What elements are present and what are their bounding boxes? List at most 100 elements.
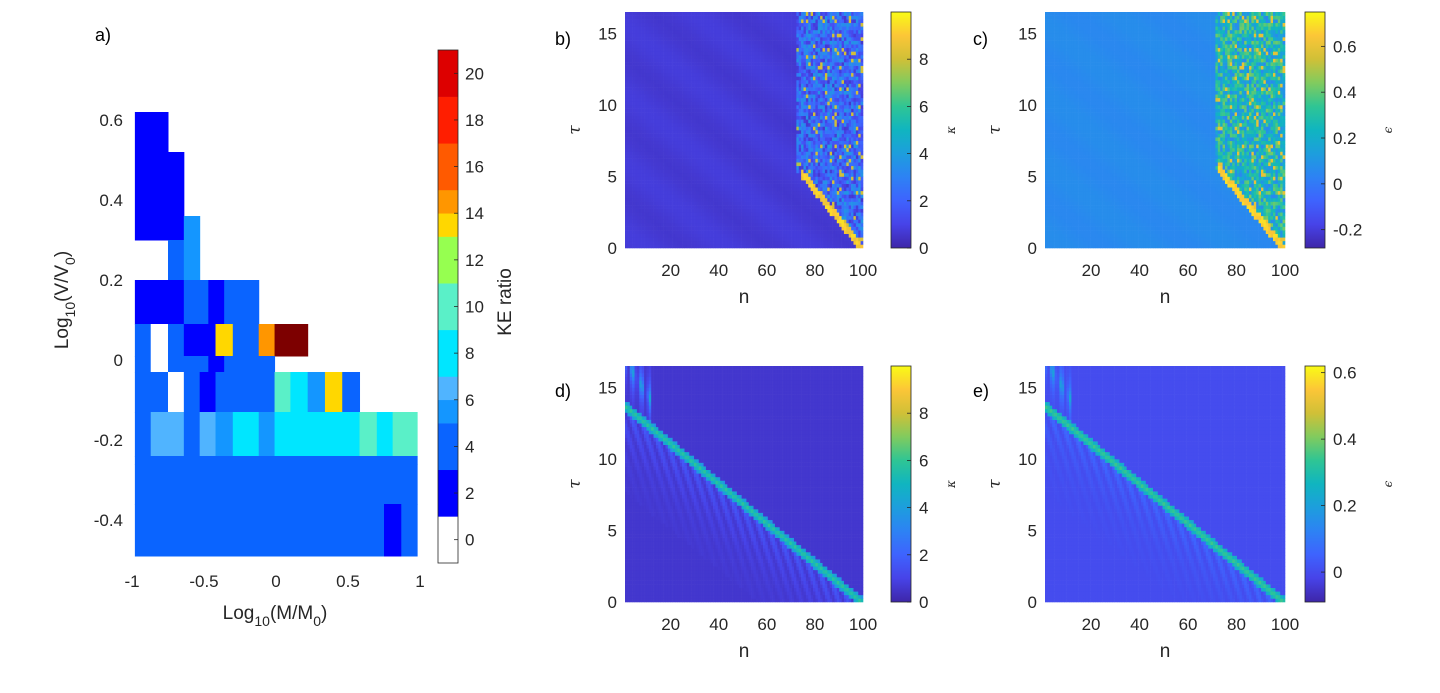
panel-b-cell [774,165,778,170]
panel-b-cell [679,97,683,102]
panel-b-cell [627,215,631,220]
heatmap-cell-51 [384,504,402,557]
panel-b-cell [710,180,714,184]
panel-b-cell [796,169,800,174]
panel-b-cell [670,115,673,120]
panel-b-cell [822,112,826,116]
panel-b-cell [770,137,773,142]
panel-b-cell [779,187,783,192]
heatmap-cell-12 [215,324,234,357]
panel-b-cell [832,162,835,167]
panel-b-cell [796,147,800,152]
panel-b-cell [696,155,700,159]
panel-b-cell [629,137,633,142]
panel-b-cell [679,176,683,181]
panel-b-cell [855,197,859,202]
panel-b-cell [767,158,771,163]
panel-b-cell [753,240,757,245]
panel-b-cell [689,133,692,138]
panel-b-cell [646,137,650,142]
panel-b-cell [629,126,633,131]
panel-b-cell [858,112,861,116]
panel-b-cell [772,90,776,95]
panel-b-cell [651,104,654,109]
panel-b-cell [715,162,719,167]
panel-b-cell [658,126,661,131]
panel-b-cell [705,215,709,220]
panel-b-cell [765,130,769,134]
panel-b-cell [710,244,714,249]
panel-b-cell [655,169,659,174]
panel-b-cell [705,187,709,192]
colorbar-band-9 [438,189,458,214]
panel-b-cell [734,226,738,231]
panel-b-cell [793,201,797,206]
panel-b-cell [841,130,845,134]
panel-b-cell [782,197,785,202]
panel-b-cell [679,201,683,206]
panel-b-cell [748,226,752,231]
panel-b-cell [758,147,761,152]
panel-b-cell [836,126,840,131]
panel-b-cell [627,205,631,209]
panel-b-cell [729,205,733,209]
panel-b-cell [660,83,664,88]
panel-b-cell [803,208,807,213]
panel-b-cell [805,79,809,84]
panel-b-cell [694,197,697,202]
panel-b-cell [848,201,852,206]
panel-b-cell [798,240,802,245]
panel-b-cell [760,226,764,231]
panel-b-cell [744,212,747,217]
panel-b-cell [696,133,700,138]
panel-b-cell [665,208,669,213]
panel-b-cell [834,126,838,131]
panel-b-cell [710,155,714,159]
panel-b-cell [832,165,835,170]
panel-b-cell [801,76,804,81]
panel-b-cell [691,115,695,120]
panel-b-cell [791,140,795,145]
panel-b-cell [779,205,783,209]
panel-b-cell [665,237,669,242]
panel-b-cell [636,226,640,231]
panel-b-cell [694,155,697,159]
panel-b-cell [729,122,733,127]
panel-b-cell [629,108,633,113]
panel-b-cell [703,187,707,192]
panel-b-cell [741,226,745,231]
panel-b-cell [701,87,704,91]
panel-b-cell [839,162,842,167]
panel-b-cell [665,201,669,206]
panel-b-cell [858,137,861,142]
panel-b-cell [805,165,809,170]
panel-b-cell [793,151,797,156]
panel-b-cell [732,76,735,81]
panel-b-cell [689,144,692,149]
panel-b-cell [639,176,642,181]
panel-b-cell [717,115,721,120]
panel-b-cell [736,190,740,195]
panel-b-cell [639,151,642,156]
panel-b-cell [791,130,795,134]
panel-b-cell [770,240,773,245]
panel-b-cell [665,183,669,188]
panel-b-cell [813,76,816,81]
panel-b-cell [705,137,709,142]
panel-b-cell [805,244,809,249]
panel-b-cell [808,165,811,170]
panel-b-cell [634,183,638,188]
panel-b-cell [734,244,738,249]
panel-b-cell [646,219,650,224]
panel-b-cell [824,176,828,181]
panel-b-cell [634,108,638,113]
panel-b-cell [834,165,838,170]
panel-b-cell [682,169,685,174]
panel-b-cell [729,101,733,106]
panel-b-cell [791,147,795,152]
panel-b-cell [834,183,838,188]
panel-b-cell [770,190,773,195]
panel-b-cell [805,83,809,88]
panel-b-cell [793,172,797,177]
panel-b-cell [758,158,761,163]
